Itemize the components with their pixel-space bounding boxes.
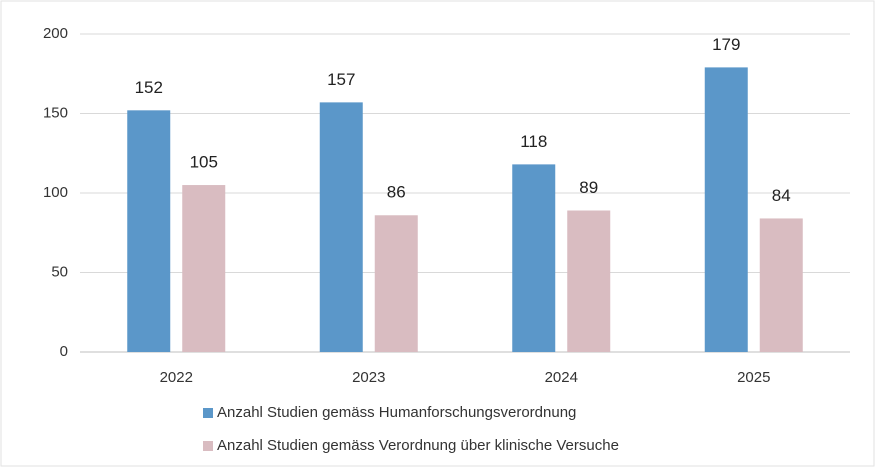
- legend-label: Anzahl Studien gemäss Verordnung über kl…: [217, 437, 619, 454]
- legend-swatch: [203, 441, 213, 451]
- data-label: 86: [387, 183, 406, 202]
- bar: [319, 102, 363, 353]
- bar: [512, 164, 556, 352]
- data-label: 179: [712, 35, 740, 54]
- x-tick-label: 2024: [545, 369, 578, 386]
- data-label: 105: [190, 153, 218, 172]
- bar: [182, 185, 226, 352]
- bar: [127, 110, 171, 352]
- data-label: 157: [327, 70, 355, 89]
- x-tick-label: 2022: [160, 369, 193, 386]
- bar: [759, 218, 803, 352]
- x-tick-label: 2023: [352, 369, 385, 386]
- bar: [374, 215, 418, 352]
- y-tick-label: 100: [43, 184, 68, 201]
- x-tick-label: 2025: [737, 369, 770, 386]
- y-tick-label: 200: [43, 25, 68, 42]
- legend-label: Anzahl Studien gemäss Humanforschungsver…: [217, 404, 576, 421]
- data-label: 118: [520, 132, 547, 151]
- y-tick-label: 50: [51, 263, 68, 280]
- data-label: 89: [579, 178, 598, 197]
- bar: [704, 67, 748, 352]
- y-tick-label: 150: [43, 104, 68, 121]
- bar: [567, 210, 611, 352]
- legend-swatch: [203, 408, 213, 418]
- y-tick-label: 0: [60, 343, 68, 360]
- data-label: 152: [135, 78, 163, 97]
- data-label: 84: [772, 186, 791, 205]
